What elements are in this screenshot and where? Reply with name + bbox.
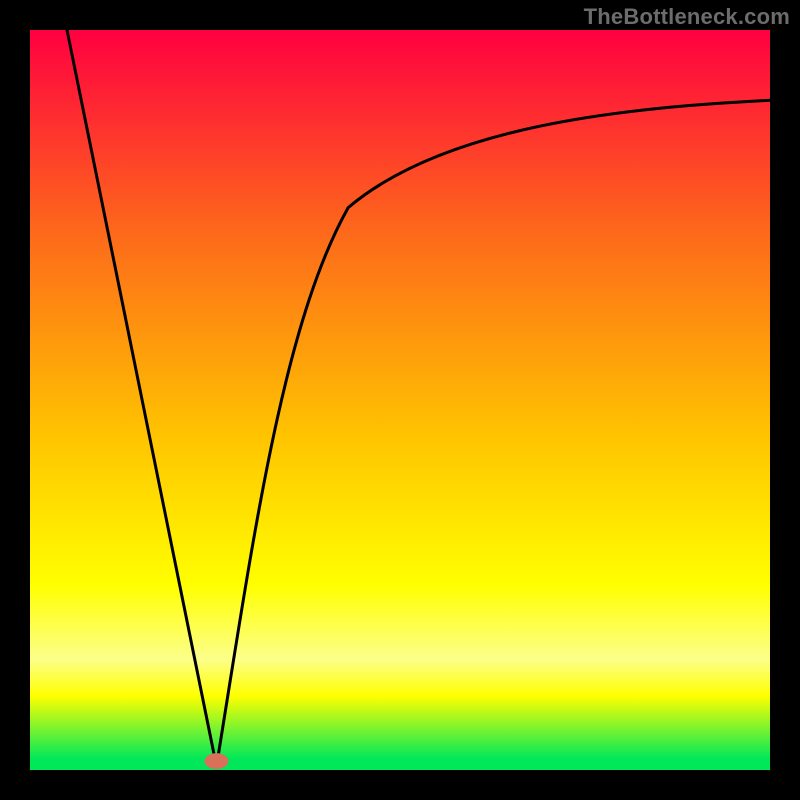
- chart-stage: TheBottleneck.com: [0, 0, 800, 800]
- watermark-text: TheBottleneck.com: [584, 4, 790, 30]
- bottleneck-chart: [0, 0, 800, 800]
- minimum-marker: [204, 753, 228, 769]
